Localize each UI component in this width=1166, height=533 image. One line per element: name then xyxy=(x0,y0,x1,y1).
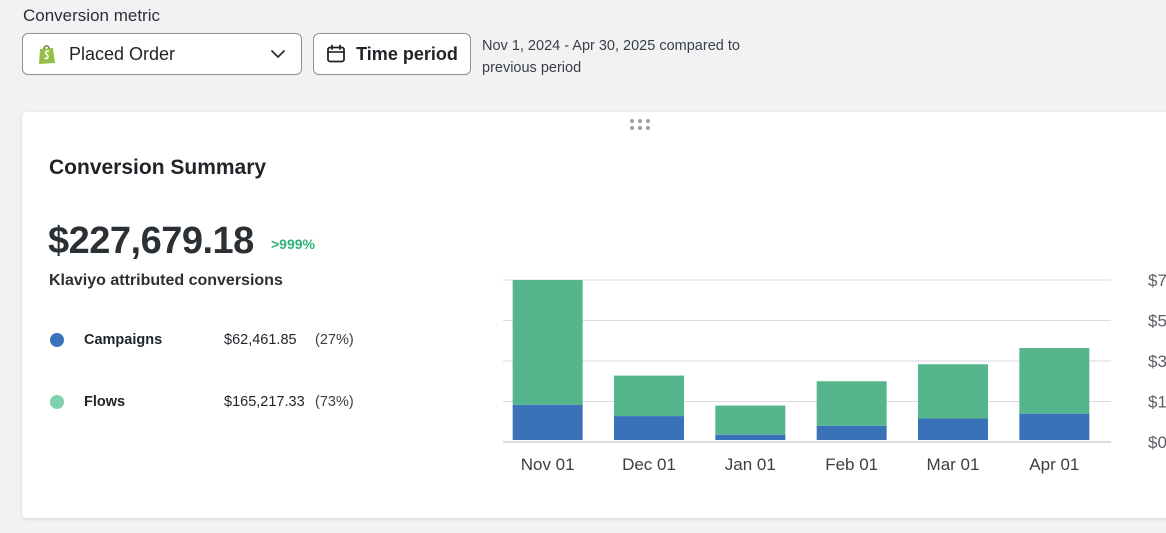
x-tick-label: Feb 01 xyxy=(825,455,878,474)
campaigns-color-dot xyxy=(50,333,64,347)
bar-flows-1 xyxy=(614,375,684,417)
bar-flows-4 xyxy=(918,364,988,419)
y-tick-label: $0 xyxy=(1148,433,1166,452)
bar-flows-2 xyxy=(715,405,786,435)
x-tick-label: Nov 01 xyxy=(521,455,575,474)
change-badge: >999% xyxy=(271,236,315,252)
y-tick-label: $5 xyxy=(1148,312,1166,331)
conversion-metric-dropdown[interactable]: Placed Order xyxy=(22,33,302,75)
metric-selected-value: Placed Order xyxy=(69,43,176,64)
bar-campaigns-5 xyxy=(1019,413,1090,440)
legend-amount: $165,217.33 xyxy=(224,394,305,410)
conversion-bar-chart: $0 $1 $3 $5 $7 Nov 01 Dec 01 Jan 01 Feb 01 Mar 01… xyxy=(503,271,1166,474)
bar-flows-3 xyxy=(816,381,887,426)
legend-amount: $62,461.85 xyxy=(224,332,297,348)
total-subtitle: Klaviyo attributed conversions xyxy=(49,272,283,289)
legend-percent: (73%) xyxy=(315,394,354,410)
legend-name: Flows xyxy=(84,394,126,410)
x-tick-label: Dec 01 xyxy=(622,455,676,474)
x-tick-label: Mar 01 xyxy=(927,455,980,474)
bar-campaigns-0 xyxy=(512,404,583,440)
bar-flows-0 xyxy=(512,280,583,405)
card-title: Conversion Summary xyxy=(49,156,267,179)
legend-item-campaigns: Campaigns $62,461.85 (27%) xyxy=(50,329,354,351)
shopify-bag-icon xyxy=(37,43,57,65)
y-tick-label: $3 xyxy=(1148,352,1166,371)
conversion-summary-card: Conversion Summary $227,679.18 >999% Kla… xyxy=(22,112,1166,518)
conversion-metric-label: Conversion metric xyxy=(23,6,160,25)
chevron-down-icon xyxy=(269,45,287,63)
time-period-button[interactable]: Time period xyxy=(313,33,471,75)
bar-campaigns-4 xyxy=(918,418,988,440)
flows-color-dot xyxy=(50,395,64,409)
drag-handle-icon[interactable] xyxy=(629,118,651,132)
total-conversions-value: $227,679.18 xyxy=(48,220,254,262)
legend-percent: (27%) xyxy=(315,332,354,348)
calendar-icon xyxy=(326,44,346,64)
legend-item-flows: Flows $165,217.33 (73%) xyxy=(50,391,354,413)
date-range-text: Nov 1, 2024 - Apr 30, 2025 compared to p… xyxy=(482,38,740,76)
y-tick-label: $1 xyxy=(1148,393,1166,412)
x-tick-label: Apr 01 xyxy=(1029,455,1079,474)
time-period-label: Time period xyxy=(356,43,458,64)
bar-campaigns-2 xyxy=(715,434,786,440)
y-tick-label: $7 xyxy=(1148,271,1166,290)
x-tick-label: Jan 01 xyxy=(725,455,776,474)
bar-flows-5 xyxy=(1019,348,1090,414)
legend-name: Campaigns xyxy=(84,332,163,348)
bar-campaigns-1 xyxy=(614,416,684,440)
bar-campaigns-3 xyxy=(816,425,887,440)
